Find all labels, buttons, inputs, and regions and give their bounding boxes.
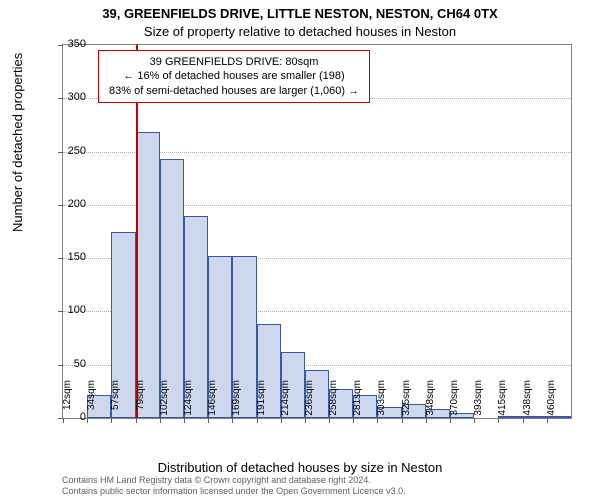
xtick-label: 169sqm xyxy=(231,380,242,420)
xtick-label: 12sqm xyxy=(62,380,73,420)
ytick-label: 150 xyxy=(46,251,86,263)
xtick-label: 102sqm xyxy=(159,380,170,420)
xtick-label: 303sqm xyxy=(376,380,387,420)
footer-line-2: Contains public sector information licen… xyxy=(62,486,406,497)
ytick-label: 250 xyxy=(46,145,86,157)
xtick-label: 415sqm xyxy=(497,380,508,420)
xtick-label: 460sqm xyxy=(546,380,557,420)
annotation-line3: 83% of semi-detached houses are larger (… xyxy=(109,84,359,98)
ytick-label: 200 xyxy=(46,198,86,210)
footer-attribution: Contains HM Land Registry data © Crown c… xyxy=(62,475,406,497)
xtick-label: 79sqm xyxy=(135,380,146,420)
histogram-bar xyxy=(136,132,160,418)
xtick-label: 34sqm xyxy=(86,380,97,420)
ytick-label: 100 xyxy=(46,304,86,316)
xtick-label: 370sqm xyxy=(449,380,460,420)
xtick-label: 124sqm xyxy=(183,380,194,420)
annotation-line2: ← 16% of detached houses are smaller (19… xyxy=(109,69,359,83)
x-axis-label: Distribution of detached houses by size … xyxy=(0,460,600,475)
xtick-label: 438sqm xyxy=(522,380,533,420)
xtick-label: 146sqm xyxy=(207,380,218,420)
y-axis-label: Number of detached properties xyxy=(10,53,25,232)
footer-line-1: Contains HM Land Registry data © Crown c… xyxy=(62,475,406,486)
xtick-label: 393sqm xyxy=(473,380,484,420)
xtick-label: 258sqm xyxy=(328,380,339,420)
ytick-label: 50 xyxy=(46,358,86,370)
xtick-label: 57sqm xyxy=(110,380,121,420)
xtick-label: 281sqm xyxy=(352,380,363,420)
xtick-label: 191sqm xyxy=(256,380,267,420)
page-title-address: 39, GREENFIELDS DRIVE, LITTLE NESTON, NE… xyxy=(0,6,600,21)
ytick-label: 300 xyxy=(46,91,86,103)
annotation-line1: 39 GREENFIELDS DRIVE: 80sqm xyxy=(109,55,359,69)
xtick-label: 348sqm xyxy=(425,380,436,420)
xtick-label: 325sqm xyxy=(401,380,412,420)
ytick-label: 350 xyxy=(46,38,86,50)
annotation-box: 39 GREENFIELDS DRIVE: 80sqm← 16% of deta… xyxy=(98,50,370,103)
page-subtitle: Size of property relative to detached ho… xyxy=(0,24,600,39)
xtick-label: 214sqm xyxy=(280,380,291,420)
xtick-label: 236sqm xyxy=(304,380,315,420)
